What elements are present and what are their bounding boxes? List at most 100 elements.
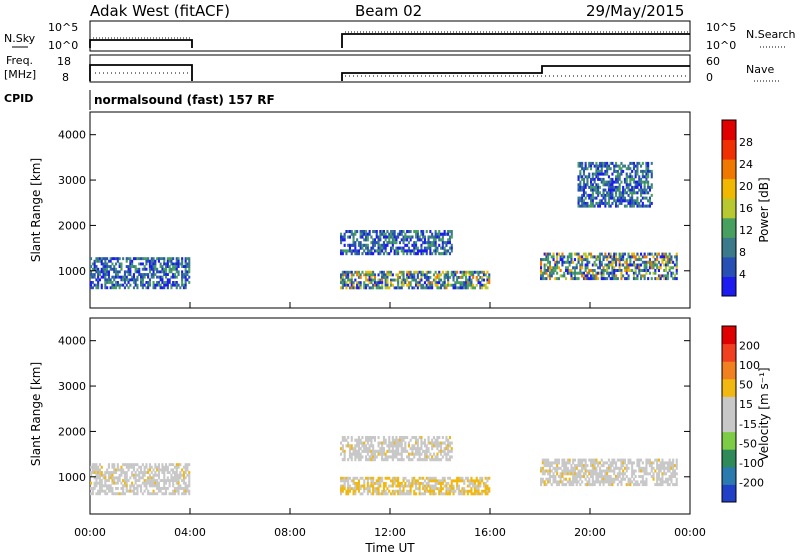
colorbar-swatch — [722, 237, 736, 258]
echo-cell — [550, 461, 553, 465]
echo-cell — [448, 458, 451, 462]
echo-cell — [593, 263, 596, 267]
echo-cell — [115, 481, 118, 485]
echo-cell — [604, 477, 607, 481]
echo-cell — [177, 481, 180, 485]
echo-cell — [440, 449, 443, 453]
echo-cell — [165, 267, 168, 271]
echo-cell — [95, 465, 98, 469]
echo-cell — [150, 481, 153, 485]
echo-cell — [540, 477, 543, 481]
echo-cell — [645, 466, 648, 470]
echo-cell — [673, 255, 676, 259]
echo-cell — [168, 259, 171, 263]
echo-cell — [622, 469, 625, 473]
echo-cell — [100, 259, 103, 263]
echo-cell — [431, 252, 434, 256]
echo-cell — [372, 449, 375, 453]
echo-cell — [138, 273, 141, 276]
echo-cell — [402, 489, 405, 493]
echo-cell — [100, 283, 103, 287]
echo-cell — [456, 276, 459, 279]
echo-cell — [672, 472, 675, 476]
echo-cell — [598, 263, 601, 267]
echo-cell — [382, 489, 385, 493]
echo-cell — [407, 249, 410, 253]
echo-cell — [120, 275, 123, 279]
echo-cell — [343, 487, 346, 491]
echo-cell — [598, 255, 601, 259]
echo-cell — [486, 281, 489, 285]
echo-cell — [450, 489, 453, 493]
echo-cell — [577, 196, 580, 200]
echo-cell — [450, 232, 453, 236]
echo-cell — [598, 271, 601, 275]
echo-cell — [657, 260, 660, 264]
echo-cell — [638, 263, 641, 267]
echo-cell — [643, 260, 646, 264]
echo-cell — [352, 492, 355, 496]
echo-cell — [127, 278, 130, 282]
echo-cell — [422, 235, 425, 239]
echo-cell — [354, 232, 357, 236]
echo-cell — [540, 266, 543, 270]
echo-cell — [665, 480, 668, 484]
echo-cell — [120, 473, 123, 477]
echo-cell — [540, 269, 543, 272]
echo-cell — [397, 438, 400, 442]
echo-cell — [590, 475, 593, 478]
echo-cell — [582, 191, 585, 195]
echo-cell — [611, 201, 614, 205]
echo-cell — [582, 464, 585, 468]
echo-cell — [565, 469, 568, 473]
echo-cell — [556, 252, 559, 256]
echo-cell — [568, 458, 571, 462]
echo-cell — [641, 274, 644, 278]
echo-cell — [641, 172, 644, 176]
echo-cell — [343, 243, 346, 247]
echo-cell — [670, 260, 673, 264]
echo-cell — [618, 191, 621, 195]
echo-cell — [343, 273, 346, 277]
echo-cell — [357, 484, 360, 488]
echo-cell — [132, 463, 135, 467]
echo-cell — [425, 278, 428, 282]
echo-cell — [665, 461, 668, 465]
echo-cell — [450, 235, 453, 239]
echo-cell — [484, 286, 487, 290]
echo-cell — [134, 492, 137, 496]
echo-cell — [429, 286, 432, 290]
echo-cell — [147, 481, 150, 485]
echo-cell — [182, 476, 185, 480]
echo-cell — [165, 270, 168, 274]
echo-cell — [459, 479, 462, 483]
nsearch-tick-top: 10^5 — [706, 21, 736, 34]
echo-cell — [579, 188, 582, 192]
echo-cell — [352, 232, 355, 236]
echo-cell — [466, 270, 469, 274]
echo-cell — [150, 267, 153, 271]
echo-cell — [577, 201, 580, 205]
echo-cell — [632, 461, 635, 465]
echo-cell — [454, 281, 457, 285]
echo-cell — [147, 489, 150, 493]
echo-cell — [157, 471, 160, 474]
echo-cell — [141, 286, 144, 290]
echo-cell — [477, 278, 480, 282]
echo-cell — [443, 232, 446, 236]
echo-cell — [543, 269, 546, 272]
echo-cell — [584, 185, 587, 189]
echo-cell — [427, 238, 430, 242]
echo-cell — [143, 265, 146, 268]
echo-cell — [377, 482, 380, 485]
echo-cell — [122, 479, 125, 482]
echo-cell — [672, 475, 675, 478]
echo-cell — [570, 277, 573, 281]
echo-cell — [607, 271, 610, 275]
echo-cell — [579, 258, 582, 262]
echo-cell — [570, 464, 573, 468]
echo-cell — [641, 201, 644, 205]
echo-cell — [132, 487, 135, 490]
echo-cell — [473, 492, 476, 496]
echo-cell — [607, 180, 610, 184]
